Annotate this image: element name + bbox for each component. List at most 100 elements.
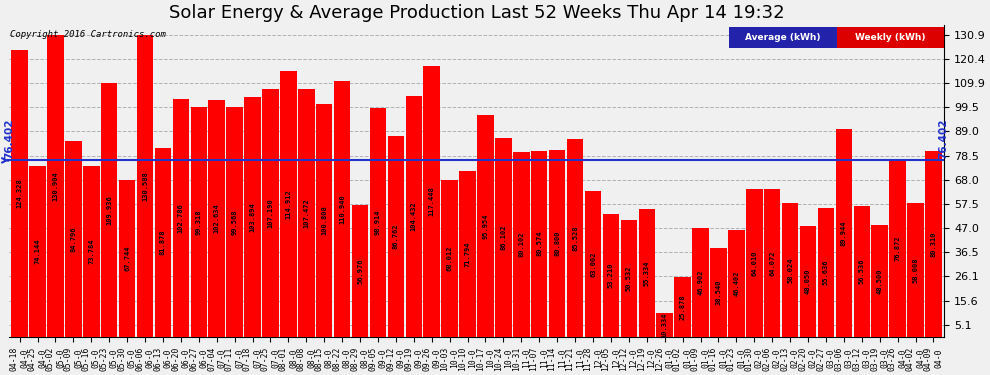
- Text: 58.008: 58.008: [913, 257, 919, 282]
- Text: 80.102: 80.102: [519, 231, 525, 257]
- Text: 80.800: 80.800: [554, 231, 560, 256]
- Bar: [172, 99, 189, 337]
- Text: 76.872: 76.872: [895, 235, 901, 261]
- Text: 98.914: 98.914: [375, 210, 381, 236]
- Bar: [656, 313, 673, 337]
- Bar: [674, 277, 691, 337]
- Text: 10.334: 10.334: [661, 312, 667, 338]
- Bar: [836, 129, 852, 337]
- Text: 107.472: 107.472: [303, 198, 309, 228]
- Bar: [531, 151, 547, 337]
- Text: 50.532: 50.532: [626, 266, 632, 291]
- Text: 103.894: 103.894: [249, 202, 255, 232]
- Bar: [871, 225, 888, 337]
- Text: 80.574: 80.574: [537, 231, 543, 256]
- Bar: [316, 104, 333, 337]
- Bar: [853, 206, 870, 337]
- Bar: [782, 203, 798, 337]
- Bar: [388, 136, 404, 337]
- Bar: [548, 150, 565, 337]
- Text: 48.050: 48.050: [805, 268, 811, 294]
- Bar: [298, 88, 315, 337]
- Text: 84.796: 84.796: [70, 226, 76, 252]
- Bar: [907, 203, 924, 337]
- Text: 64.010: 64.010: [751, 250, 757, 276]
- Bar: [351, 205, 368, 337]
- Text: 55.636: 55.636: [823, 260, 829, 285]
- Text: 46.402: 46.402: [734, 270, 740, 296]
- Text: 102.634: 102.634: [214, 203, 220, 233]
- Title: Solar Energy & Average Production Last 52 Weeks Thu Apr 14 19:32: Solar Energy & Average Production Last 5…: [168, 4, 784, 22]
- Text: 67.744: 67.744: [124, 246, 130, 271]
- Bar: [585, 191, 601, 337]
- Text: 74.144: 74.144: [35, 238, 41, 264]
- Bar: [209, 100, 225, 337]
- Text: 76.402: 76.402: [5, 119, 15, 159]
- Text: 73.784: 73.784: [88, 239, 94, 264]
- Text: 89.944: 89.944: [841, 220, 846, 246]
- Text: 107.190: 107.190: [267, 198, 273, 228]
- Text: 76.402: 76.402: [939, 119, 948, 159]
- Text: 86.102: 86.102: [500, 225, 507, 250]
- Text: Weekly (kWh): Weekly (kWh): [855, 33, 926, 42]
- Bar: [424, 66, 440, 337]
- Text: 117.448: 117.448: [429, 186, 435, 216]
- Bar: [442, 180, 458, 337]
- Text: 100.808: 100.808: [321, 206, 328, 235]
- Bar: [889, 159, 906, 337]
- Bar: [818, 208, 835, 337]
- Bar: [728, 230, 744, 337]
- Bar: [262, 89, 279, 337]
- Bar: [567, 139, 583, 337]
- Bar: [621, 220, 638, 337]
- Text: 99.568: 99.568: [232, 209, 238, 235]
- Text: 46.902: 46.902: [698, 270, 704, 296]
- Text: Average (kWh): Average (kWh): [745, 33, 821, 42]
- Bar: [495, 138, 512, 337]
- Text: 124.328: 124.328: [17, 178, 23, 208]
- Bar: [513, 152, 530, 337]
- Text: 130.588: 130.588: [142, 171, 148, 201]
- Bar: [926, 152, 941, 337]
- Text: 110.940: 110.940: [340, 194, 346, 224]
- Bar: [48, 34, 63, 337]
- Text: 81.878: 81.878: [160, 230, 166, 255]
- Text: 85.528: 85.528: [572, 225, 578, 251]
- Text: 38.540: 38.540: [716, 279, 722, 305]
- Bar: [190, 108, 207, 337]
- Text: 64.072: 64.072: [769, 250, 775, 276]
- Bar: [477, 115, 494, 337]
- Bar: [692, 228, 709, 337]
- Text: 104.432: 104.432: [411, 201, 417, 231]
- Bar: [764, 189, 780, 337]
- Bar: [154, 148, 171, 337]
- Bar: [119, 180, 136, 337]
- Bar: [603, 214, 619, 337]
- Bar: [800, 226, 817, 337]
- Text: 56.976: 56.976: [357, 258, 363, 284]
- Text: 25.878: 25.878: [679, 294, 686, 320]
- Text: 55.334: 55.334: [644, 260, 649, 286]
- Text: 95.954: 95.954: [482, 213, 488, 239]
- Text: 99.318: 99.318: [196, 209, 202, 235]
- Text: 68.012: 68.012: [446, 246, 452, 271]
- Text: 48.500: 48.500: [877, 268, 883, 294]
- Bar: [83, 166, 100, 337]
- Text: 53.210: 53.210: [608, 262, 614, 288]
- Text: 109.936: 109.936: [106, 195, 112, 225]
- Text: 114.912: 114.912: [285, 189, 291, 219]
- Text: 56.536: 56.536: [858, 259, 865, 284]
- Text: 130.904: 130.904: [52, 171, 58, 201]
- FancyBboxPatch shape: [729, 27, 837, 48]
- Bar: [406, 96, 422, 337]
- Text: 102.786: 102.786: [178, 203, 184, 233]
- Text: 71.794: 71.794: [464, 241, 470, 267]
- Text: 63.002: 63.002: [590, 251, 596, 277]
- Text: 86.762: 86.762: [393, 224, 399, 249]
- FancyBboxPatch shape: [837, 27, 944, 48]
- Bar: [65, 141, 81, 337]
- Bar: [101, 83, 118, 337]
- Bar: [334, 81, 350, 337]
- Bar: [30, 166, 46, 337]
- Bar: [369, 108, 386, 337]
